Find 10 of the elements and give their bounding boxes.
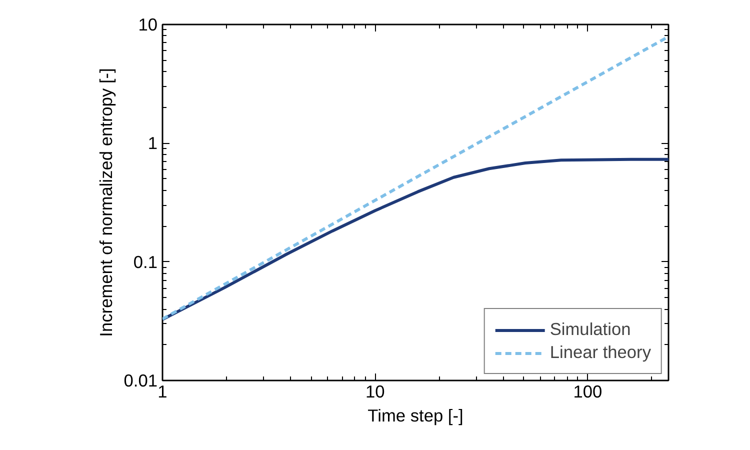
x-tick-label: 10	[365, 382, 385, 402]
y-tick-label: 10	[138, 14, 158, 34]
y-tick-label: 0.1	[133, 252, 158, 272]
y-tick-label: 1	[148, 133, 158, 154]
legend-label: Simulation	[550, 319, 631, 340]
y-tick-label: 0.01	[124, 370, 158, 390]
legend-label: Linear theory	[550, 342, 651, 363]
y-axis-title: Increment of normalized entropy [-]	[96, 68, 116, 337]
x-tick-label: 100	[573, 382, 602, 402]
x-axis-title: Time step [-]	[368, 406, 464, 426]
